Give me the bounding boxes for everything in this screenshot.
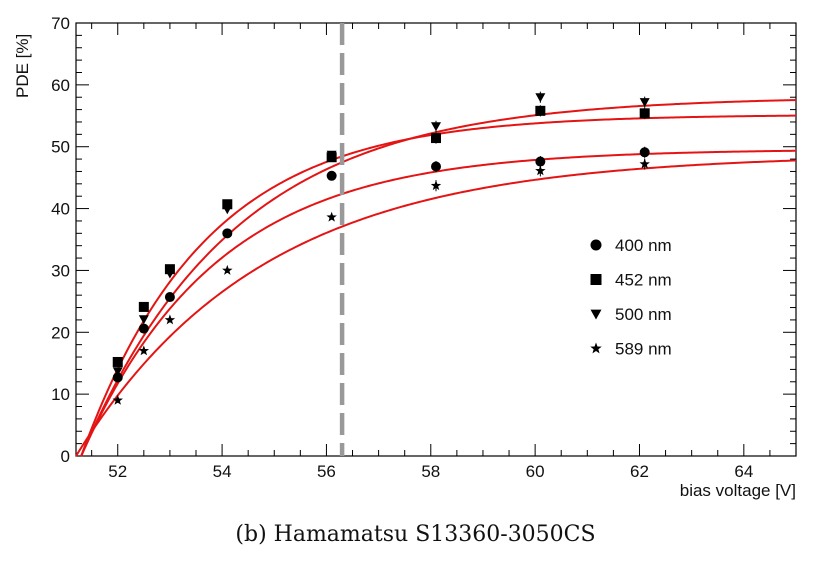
- data-point-400-nm: [639, 147, 650, 158]
- legend-label: 400 nm: [615, 236, 672, 255]
- legend-marker-589-nm: [590, 342, 602, 354]
- axis-ticks: [76, 22, 797, 457]
- data-point-400-nm: [222, 228, 233, 239]
- y-tick-label: 60: [51, 76, 70, 95]
- figure-caption: (b) Hamamatsu S13360-3050CS: [235, 522, 596, 547]
- y-tick-labels: 0 10 20 30 40 50 60 70: [51, 14, 70, 466]
- fit-curve-589-nm: [75, 159, 797, 457]
- data-point-589-nm: [112, 394, 123, 405]
- data-point-400-nm: [326, 170, 337, 181]
- data-point-500-nm: [639, 98, 650, 108]
- data-point-500-nm: [222, 205, 233, 215]
- data-point-452-nm: [639, 108, 650, 119]
- data-point-500-nm: [431, 122, 441, 132]
- data-point-452-nm: [138, 301, 149, 312]
- legend-marker-500-nm: [590, 309, 602, 320]
- legend-label: 500 nm: [615, 305, 672, 324]
- y-tick-label: 20: [51, 323, 70, 342]
- data-point-500-nm: [112, 367, 123, 377]
- pde-chart: 52 54 56 58 60 62 64 0 10 20 30 40 50 60 70 PDE [%] b…: [13, 14, 797, 500]
- data-point-452-nm: [222, 199, 233, 210]
- data-markers: [112, 91, 650, 405]
- fit-curves: [75, 99, 797, 457]
- data-point-452-nm: [431, 133, 441, 144]
- y-axis-title: PDE [%]: [13, 34, 32, 98]
- data-point-500-nm: [535, 93, 546, 103]
- y-tick-label: 50: [51, 138, 70, 157]
- data-point-589-nm: [430, 180, 442, 191]
- legend-label: 452 nm: [615, 271, 672, 290]
- y-tick-label: 10: [51, 385, 70, 404]
- data-point-589-nm: [535, 165, 546, 176]
- x-tick-label: 56: [317, 462, 336, 481]
- data-point-589-nm: [222, 264, 233, 275]
- fit-curve-400-nm: [80, 149, 797, 457]
- data-point-452-nm: [164, 264, 175, 275]
- data-point-500-nm: [138, 315, 149, 325]
- data-point-589-nm: [164, 314, 176, 325]
- data-point-589-nm: [138, 345, 150, 356]
- data-point-400-nm: [112, 372, 123, 383]
- legend: 400 nm 452 nm 500 nm 589 nm: [590, 236, 672, 359]
- data-point-452-nm: [535, 105, 546, 116]
- x-tick-label: 64: [734, 462, 753, 481]
- x-tick-label: 52: [108, 462, 127, 481]
- x-tick-label: 54: [213, 462, 232, 481]
- data-point-589-nm: [639, 158, 650, 169]
- legend-label: 589 nm: [615, 340, 672, 359]
- legend-marker-400-nm: [590, 239, 602, 251]
- data-point-400-nm: [164, 292, 175, 303]
- data-point-400-nm: [138, 323, 149, 334]
- fit-curve-500-nm: [80, 99, 797, 457]
- x-tick-label: 62: [630, 462, 649, 481]
- x-tick-label: 60: [526, 462, 545, 481]
- x-axis-title: bias voltage [V]: [680, 481, 796, 500]
- y-tick-label: 70: [51, 14, 70, 33]
- data-point-500-nm: [164, 269, 175, 279]
- data-point-400-nm: [431, 161, 441, 172]
- y-tick-label: 0: [61, 447, 70, 466]
- y-tick-label: 40: [51, 200, 70, 219]
- y-tick-label: 30: [51, 261, 70, 280]
- data-point-589-nm: [326, 211, 337, 222]
- data-point-400-nm: [535, 156, 546, 167]
- x-tick-labels: 52 54 56 58 60 62 64: [108, 462, 753, 481]
- data-point-500-nm: [326, 150, 337, 160]
- plot-frame: [75, 22, 797, 457]
- legend-marker-452-nm: [590, 274, 602, 285]
- x-tick-label: 58: [421, 462, 440, 481]
- data-point-452-nm: [112, 356, 123, 367]
